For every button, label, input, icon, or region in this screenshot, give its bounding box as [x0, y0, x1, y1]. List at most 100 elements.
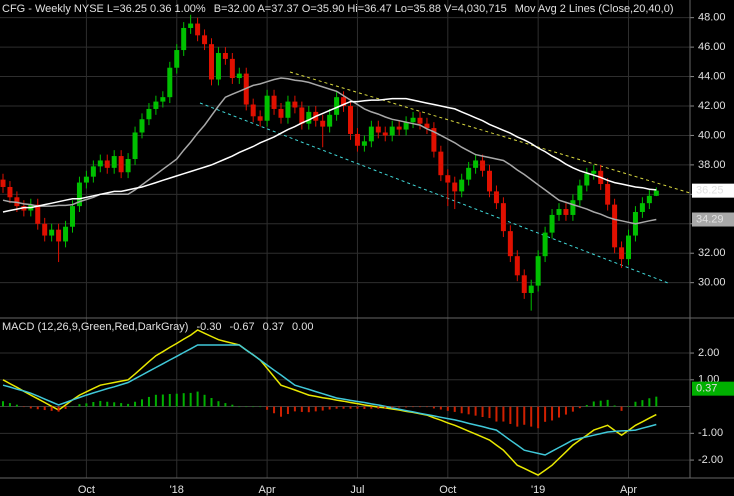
histogram-bar: [99, 400, 102, 407]
candle-body: [361, 141, 367, 146]
header-text: 0.37: [263, 321, 284, 333]
histogram-bar: [147, 396, 150, 407]
candle-body: [521, 275, 527, 293]
marks-layer: [0, 14, 659, 476]
value-box: [692, 183, 734, 198]
y-tick-label: 30.00: [698, 277, 726, 289]
candle-body: [354, 133, 360, 146]
candle-body: [215, 53, 221, 80]
candle-body: [236, 73, 242, 79]
candle-body: [299, 107, 305, 124]
y-tick-label: 46.00: [698, 41, 726, 53]
candle-body: [278, 108, 284, 118]
candle-body: [493, 191, 499, 204]
histogram-bar: [328, 406, 331, 410]
histogram-bar: [342, 406, 345, 409]
candle-body: [188, 23, 194, 28]
histogram-bar: [405, 406, 408, 408]
candle-body: [125, 159, 131, 173]
candle-body: [368, 126, 374, 142]
candle-body: [410, 117, 416, 123]
histogram-bar: [592, 401, 595, 407]
histogram-bar: [537, 406, 540, 429]
header-text: 0.00: [292, 321, 313, 333]
candle-body: [63, 226, 69, 242]
candle-body: [459, 179, 465, 192]
candle-body: [612, 204, 618, 248]
x-tick-label: '19: [531, 484, 545, 496]
histogram-bar: [488, 406, 491, 419]
candle-body: [264, 95, 270, 121]
candle-body: [438, 151, 444, 176]
histogram-bar: [245, 406, 248, 408]
histogram-bar: [196, 391, 199, 407]
histogram-bar: [523, 406, 526, 425]
histogram-bar: [168, 393, 171, 407]
histogram-bar: [64, 406, 67, 409]
candle-body: [653, 190, 659, 196]
histogram-bar: [335, 406, 338, 409]
candle-body: [535, 256, 541, 286]
histogram-bar: [273, 406, 276, 414]
candle-body: [160, 97, 166, 102]
histogram-bar: [425, 406, 428, 408]
y-tick-label: -1.00: [698, 427, 723, 439]
candle-body: [132, 132, 138, 159]
histogram-bar: [502, 406, 505, 422]
header-text: MACD (12,26,9,Green,Red,DarkGray): [2, 321, 188, 333]
candle-body: [577, 185, 583, 201]
histogram-bar: [22, 406, 25, 408]
candle-body: [35, 204, 41, 224]
histogram-bar: [50, 406, 53, 411]
histogram-bar: [182, 393, 185, 407]
histogram-bar: [620, 406, 623, 411]
histogram-bar: [2, 401, 4, 407]
candle-body: [626, 235, 631, 260]
candle-body: [292, 101, 298, 108]
candle-body: [271, 95, 277, 109]
histogram-bar: [481, 406, 484, 417]
histogram-bar: [293, 406, 296, 412]
candle-body: [181, 27, 187, 51]
candle-body: [174, 50, 180, 68]
candle-body: [104, 160, 110, 168]
x-tick-label: Oct: [78, 484, 95, 496]
candle-body: [563, 209, 569, 215]
histogram-bar: [460, 406, 463, 414]
histogram-bar: [564, 406, 567, 415]
candle-body: [591, 170, 597, 174]
candle-body: [473, 160, 479, 168]
histogram-bar: [578, 406, 581, 409]
candle-body: [382, 132, 388, 136]
candle-body: [556, 209, 562, 215]
histogram-bar: [398, 406, 401, 408]
histogram-bar: [217, 401, 220, 407]
candle-body: [417, 117, 423, 124]
histogram-bar: [189, 392, 192, 407]
histogram-bar: [655, 396, 658, 407]
value-box-label: 0.37: [696, 383, 717, 395]
candle-body: [570, 200, 576, 215]
header-text: CFG - Weekly NYSE L=36.25 0.36 1.00%: [2, 3, 206, 15]
candle-body: [76, 182, 82, 207]
candle-body: [209, 44, 214, 80]
histogram-bar: [474, 406, 477, 416]
candle-body: [70, 206, 75, 227]
candle-body: [306, 111, 312, 124]
histogram-bar: [453, 406, 456, 412]
y-tick-label: 38.00: [698, 159, 726, 171]
candle-body: [250, 104, 256, 117]
candle-body: [0, 179, 6, 187]
candle-body: [202, 35, 208, 45]
candle-body: [7, 186, 13, 198]
x-tick-label: Oct: [439, 484, 456, 496]
histogram-bar: [363, 406, 366, 409]
histogram-bar: [175, 393, 178, 407]
candle-body: [431, 128, 437, 152]
histogram-bar: [585, 404, 588, 407]
candle-body: [396, 126, 402, 130]
histogram-bar: [36, 406, 39, 410]
candle-body: [605, 184, 611, 205]
candle-body: [229, 58, 235, 79]
